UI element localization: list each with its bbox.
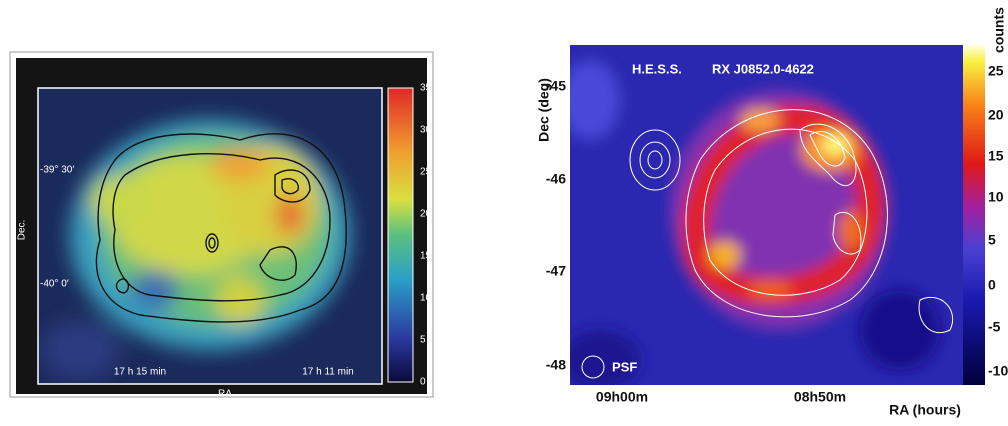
x-axis-label: RA xyxy=(218,389,232,400)
x-tick-label: 17 h 15 min xyxy=(114,367,166,378)
colorbar-tick-label: 20 xyxy=(988,107,1004,123)
x-tick-label: 08h50m xyxy=(794,389,846,405)
title: H.E.S.S. xyxy=(632,61,682,76)
colorbar-tick-label: 10 xyxy=(420,293,432,304)
sky-map xyxy=(560,45,963,390)
colorbar xyxy=(388,88,413,382)
x-axis-label: RA (hours) xyxy=(889,402,961,418)
right-panel: H.E.S.S. RX J0852.0-4622 PSF Dec (deg) -… xyxy=(536,7,1008,418)
colorbar-tick-label: 30 xyxy=(420,125,432,136)
colorbar-tick-label: 25 xyxy=(988,63,1004,79)
y-tick-label: -40° 0′ xyxy=(40,279,69,290)
y-tick-label: -47 xyxy=(546,263,566,279)
colorbar-tick-label: 35 xyxy=(420,83,432,94)
left-panel: Dec. -39° 30′ -40° 0′ 17 h 15 min 17 h 1… xyxy=(10,52,433,400)
colorbar-tick-label: 15 xyxy=(988,148,1004,164)
colorbar-label: counts xyxy=(991,7,1007,53)
y-axis-label: Dec. xyxy=(17,220,28,241)
y-tick-label: -39° 30′ xyxy=(40,165,74,176)
x-tick-label: 09h00m xyxy=(596,389,648,405)
x-tick-label: 17 h 11 min xyxy=(302,367,354,378)
sky-map xyxy=(38,88,382,384)
colorbar-tick-label: 10 xyxy=(988,189,1004,205)
y-tick-label: -48 xyxy=(546,357,566,373)
colorbar-tick-label: 0 xyxy=(988,277,996,293)
colorbar-tick-label: 25 xyxy=(420,167,432,178)
colorbar-tick-label: 5 xyxy=(420,335,426,346)
colorbar-tick-label: -5 xyxy=(988,319,1001,335)
colorbar-tick-label: 15 xyxy=(420,251,432,262)
source-name: RX J0852.0-4622 xyxy=(712,61,814,76)
psf-label: PSF xyxy=(612,359,637,374)
colorbar-tick-label: 0 xyxy=(420,377,426,388)
colorbar-tick-label: -10 xyxy=(988,363,1008,379)
y-tick-label: -46 xyxy=(546,171,566,187)
colorbar xyxy=(963,45,985,385)
colorbar-tick-label: 5 xyxy=(988,232,996,248)
colorbar-tick-label: 20 xyxy=(420,209,432,220)
y-tick-label: -45 xyxy=(546,78,566,94)
figure: Dec. -39° 30′ -40° 0′ 17 h 15 min 17 h 1… xyxy=(0,0,1008,421)
